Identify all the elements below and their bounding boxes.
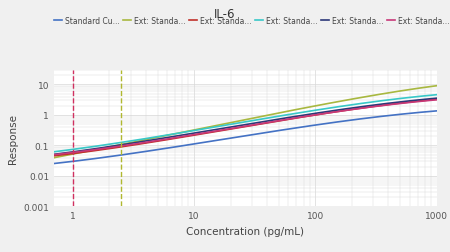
- Ext: Standa...: (47.6, 0.881): Standa...: (47.6, 0.881): [274, 116, 279, 119]
- Ext: Standa...: (173, 1.38): Standa...: (173, 1.38): [342, 110, 347, 113]
- Line: Ext: Standa...: Ext: Standa...: [54, 99, 436, 155]
- Standard Cu...: [284, 128, 289, 131]
- Ext: Standa...: (57.6, 0.7): Standa...: (57.6, 0.7): [284, 119, 289, 122]
- Standard Cu...: [381, 115, 386, 118]
- Ext: Standa...: (173, 1.55): Standa...: (173, 1.55): [342, 108, 347, 111]
- Legend: Standard Cu..., Ext: Standa..., Ext: Standa..., Ext: Standa..., Ext: Standa..., : Standard Cu..., Ext: Standa..., Ext: Sta…: [54, 17, 450, 26]
- Ext: Standa...: (365, 2.05): Standa...: (365, 2.05): [381, 105, 386, 108]
- Ext: Standa...: (1.09, 0.0613): Standa...: (1.09, 0.0613): [75, 151, 80, 154]
- Ext: Standa...: (1.09, 0.0645): Standa...: (1.09, 0.0645): [75, 150, 80, 153]
- Ext: Standa...: (0.7, 0.0511): Standa...: (0.7, 0.0511): [51, 153, 57, 156]
- Ext: Standa...: (1.09, 0.0567): Standa...: (1.09, 0.0567): [75, 152, 80, 155]
- Line: Ext: Standa...: Ext: Standa...: [54, 100, 436, 156]
- Standard Cu...: [51, 162, 57, 165]
- Line: Ext: Standa...: Ext: Standa...: [54, 86, 436, 158]
- Ext: Standa...: (1e+03, 9.04): Standa...: (1e+03, 9.04): [434, 85, 439, 88]
- X-axis label: Concentration (pg/mL): Concentration (pg/mL): [186, 226, 304, 236]
- Ext: Standa...: (1e+03, 4.6): Standa...: (1e+03, 4.6): [434, 94, 439, 97]
- Ext: Standa...: (0.7, 0.0396): Standa...: (0.7, 0.0396): [51, 156, 57, 160]
- Ext: Standa...: (0.7, 0.062): Standa...: (0.7, 0.062): [51, 151, 57, 154]
- Standard Cu...: [342, 120, 347, 123]
- Ext: Standa...: (0.7, 0.0458): Standa...: (0.7, 0.0458): [51, 155, 57, 158]
- Ext: Standa...: (0.7, 0.0498): Standa...: (0.7, 0.0498): [51, 153, 57, 156]
- Ext: Standa...: (1e+03, 3.13): Standa...: (1e+03, 3.13): [434, 99, 439, 102]
- Standard Cu...: [274, 130, 279, 133]
- Text: IL-6: IL-6: [214, 8, 236, 20]
- Ext: Standa...: (47.6, 1.12): Standa...: (47.6, 1.12): [274, 112, 279, 115]
- Standard Cu...: [434, 110, 439, 113]
- Ext: Standa...: (47.6, 0.63): Standa...: (47.6, 0.63): [274, 120, 279, 123]
- Ext: Standa...: (57.6, 0.999): Standa...: (57.6, 0.999): [284, 114, 289, 117]
- Ext: Standa...: (173, 1.39): Standa...: (173, 1.39): [342, 110, 347, 113]
- Standard Cu...: [75, 160, 80, 163]
- Ext: Standa...: (1e+03, 3.26): Standa...: (1e+03, 3.26): [434, 98, 439, 101]
- Ext: Standa...: (71.6, 1.53): Standa...: (71.6, 1.53): [295, 108, 300, 111]
- Line: Ext: Standa...: Ext: Standa...: [54, 95, 436, 152]
- Ext: Standa...: (47.6, 0.617): Standa...: (47.6, 0.617): [274, 120, 279, 123]
- Ext: Standa...: (173, 2.96): Standa...: (173, 2.96): [342, 100, 347, 103]
- Ext: Standa...: (57.6, 1.3): Standa...: (57.6, 1.3): [284, 111, 289, 114]
- Ext: Standa...: (47.6, 0.707): Standa...: (47.6, 0.707): [274, 118, 279, 121]
- Ext: Standa...: (71.6, 1.15): Standa...: (71.6, 1.15): [295, 112, 300, 115]
- Ext: Standa...: (1.09, 0.0557): Standa...: (1.09, 0.0557): [75, 152, 80, 155]
- Ext: Standa...: (57.6, 0.799): Standa...: (57.6, 0.799): [284, 117, 289, 120]
- Ext: Standa...: (1.09, 0.0777): Standa...: (1.09, 0.0777): [75, 148, 80, 151]
- Ext: Standa...: (57.6, 0.711): Standa...: (57.6, 0.711): [284, 118, 289, 121]
- Line: Ext: Standa...: Ext: Standa...: [54, 100, 436, 155]
- Ext: Standa...: (1e+03, 3.53): Standa...: (1e+03, 3.53): [434, 97, 439, 100]
- Ext: Standa...: (365, 4.96): Standa...: (365, 4.96): [381, 93, 386, 96]
- Standard Cu...: [295, 127, 300, 130]
- Ext: Standa...: (365, 2.3): Standa...: (365, 2.3): [381, 103, 386, 106]
- Ext: Standa...: (71.6, 0.806): Standa...: (71.6, 0.806): [295, 117, 300, 120]
- Ext: Standa...: (365, 2.09): Standa...: (365, 2.09): [381, 104, 386, 107]
- Y-axis label: Response: Response: [8, 114, 18, 164]
- Line: Standard Cu...: Standard Cu...: [54, 111, 436, 164]
- Ext: Standa...: (71.6, 0.917): Standa...: (71.6, 0.917): [295, 115, 300, 118]
- Ext: Standa...: (365, 2.96): Standa...: (365, 2.96): [381, 100, 386, 103]
- Ext: Standa...: (71.6, 0.816): Standa...: (71.6, 0.816): [295, 117, 300, 120]
- Ext: Standa...: (173, 1.98): Standa...: (173, 1.98): [342, 105, 347, 108]
